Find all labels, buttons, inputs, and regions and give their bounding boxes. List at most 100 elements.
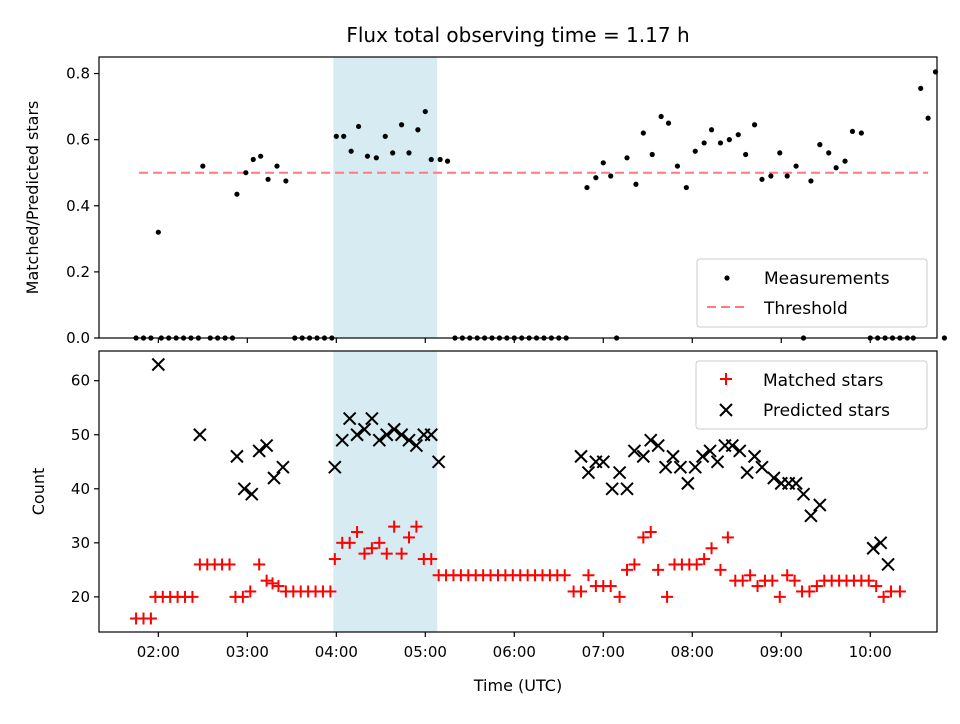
predicted-star-point <box>673 460 688 474</box>
ratio-legend: Measurements Threshold <box>696 258 928 328</box>
matched-star-point <box>575 585 588 598</box>
count-y-tick-label: 30 <box>71 534 90 552</box>
matched-star-point <box>705 542 718 555</box>
matched-star-point <box>380 547 393 560</box>
predicted-star-point <box>873 536 888 550</box>
count-x-tick-label: 02:00 <box>137 643 180 661</box>
predicted-star-point <box>644 433 658 447</box>
matched-star-point <box>721 531 734 544</box>
matched-star-point <box>744 569 757 582</box>
matched-star-point <box>862 574 875 587</box>
predicted-star-point <box>596 455 610 469</box>
measurement-point <box>390 150 396 156</box>
predicted-star-point <box>688 460 702 474</box>
count-x-tick-label: 03:00 <box>226 643 269 661</box>
measurement-point <box>364 153 371 159</box>
matched-star-point <box>613 590 626 603</box>
measurement-point <box>633 181 639 187</box>
count-y-ticks: 20 30 40 50 60 <box>71 372 99 606</box>
measurement-point <box>283 178 289 184</box>
ratio-axes-frame <box>98 56 938 339</box>
legend-matched-marker <box>720 373 732 385</box>
chart-title: Flux total observing time = 1.17 h <box>346 23 689 47</box>
measurement-point <box>708 127 715 133</box>
predicted-star-point <box>703 444 717 458</box>
ratio-panel: 0.00.20.40.60.8 Matched/Predicted stars … <box>23 56 948 347</box>
predicted-stars-points <box>151 357 895 572</box>
predicted-star-point <box>267 471 281 485</box>
measurement-point <box>258 153 264 159</box>
predicted-star-point <box>627 444 642 458</box>
ratio-y-tick-label: 0.8 <box>66 65 90 83</box>
measurement-point <box>600 160 606 166</box>
predicted-star-point <box>813 498 827 512</box>
predicted-star-point <box>431 455 446 469</box>
predicted-star-point <box>193 428 207 442</box>
measurement-point <box>658 113 664 120</box>
ratio-y-tick-label: 0.0 <box>66 329 90 347</box>
predicted-star-point <box>424 428 438 442</box>
measurement-point <box>355 123 362 130</box>
measurement-point <box>274 163 280 169</box>
predicted-star-point <box>394 428 409 442</box>
measurement-point <box>743 151 749 158</box>
matched-star-point <box>644 526 657 539</box>
measurement-point <box>373 155 379 161</box>
predicted-star-point <box>276 460 290 474</box>
measurement-point <box>817 142 823 148</box>
measurement-point <box>608 173 614 179</box>
predicted-star-point <box>767 471 781 485</box>
count-x-tick-label: 06:00 <box>493 643 536 661</box>
predicted-star-point <box>747 449 762 464</box>
predicted-star-point <box>252 444 266 458</box>
ratio-y-tick-label: 0.6 <box>66 131 90 149</box>
count-y-axis-label: Count <box>29 468 48 516</box>
measurement-point <box>674 163 681 169</box>
matched-star-point <box>751 580 764 593</box>
predicted-star-point <box>636 449 651 464</box>
matched-star-point <box>582 569 595 582</box>
predicted-star-point <box>328 460 342 474</box>
legend-measurements-label: Measurements <box>764 269 890 289</box>
measurement-point <box>751 122 758 128</box>
measurement-point <box>382 133 388 139</box>
matched-star-point <box>661 590 674 603</box>
measurement-point <box>437 156 443 163</box>
measurement-point <box>640 130 646 136</box>
matched-star-point <box>788 574 801 587</box>
predicted-star-point <box>755 460 769 474</box>
matched-star-point <box>388 520 401 533</box>
matched-star-point <box>260 574 273 587</box>
matched-star-point <box>870 580 883 593</box>
predicted-star-point <box>789 476 803 491</box>
observing-window-shade-top <box>333 57 438 338</box>
matched-star-point <box>604 580 617 593</box>
matched-star-point <box>558 569 571 582</box>
predicted-star-point <box>402 433 416 447</box>
matched-star-point <box>698 553 711 566</box>
measurement-point <box>155 229 161 235</box>
measurement-point <box>265 176 271 182</box>
measurement-point <box>768 173 774 179</box>
measurement-point <box>415 127 421 133</box>
predicted-star-point <box>710 455 725 469</box>
measurement-point <box>726 137 732 143</box>
predicted-star-point <box>365 411 379 426</box>
matched-star-point <box>223 558 236 571</box>
ratio-y-tick-label: 0.4 <box>66 197 90 215</box>
legend-predicted-label: Predicted stars <box>763 401 890 421</box>
count-y-tick-label: 60 <box>71 372 90 390</box>
measurement-point <box>348 148 354 154</box>
predicted-star-point <box>387 422 401 437</box>
measurement-point <box>808 178 814 184</box>
count-x-tick-label: 09:00 <box>760 643 803 661</box>
predicted-star-point <box>574 449 588 464</box>
predicted-star-point <box>342 411 357 426</box>
matched-star-point <box>266 577 279 590</box>
measurement-point <box>593 175 599 181</box>
count-y-tick-label: 40 <box>71 480 90 498</box>
measurement-point <box>858 130 864 136</box>
predicted-star-point <box>612 465 627 480</box>
predicted-star-point <box>658 460 673 474</box>
ratio-y-ticks: 0.0 0.2 0.4 0.6 0.8 <box>66 65 99 347</box>
